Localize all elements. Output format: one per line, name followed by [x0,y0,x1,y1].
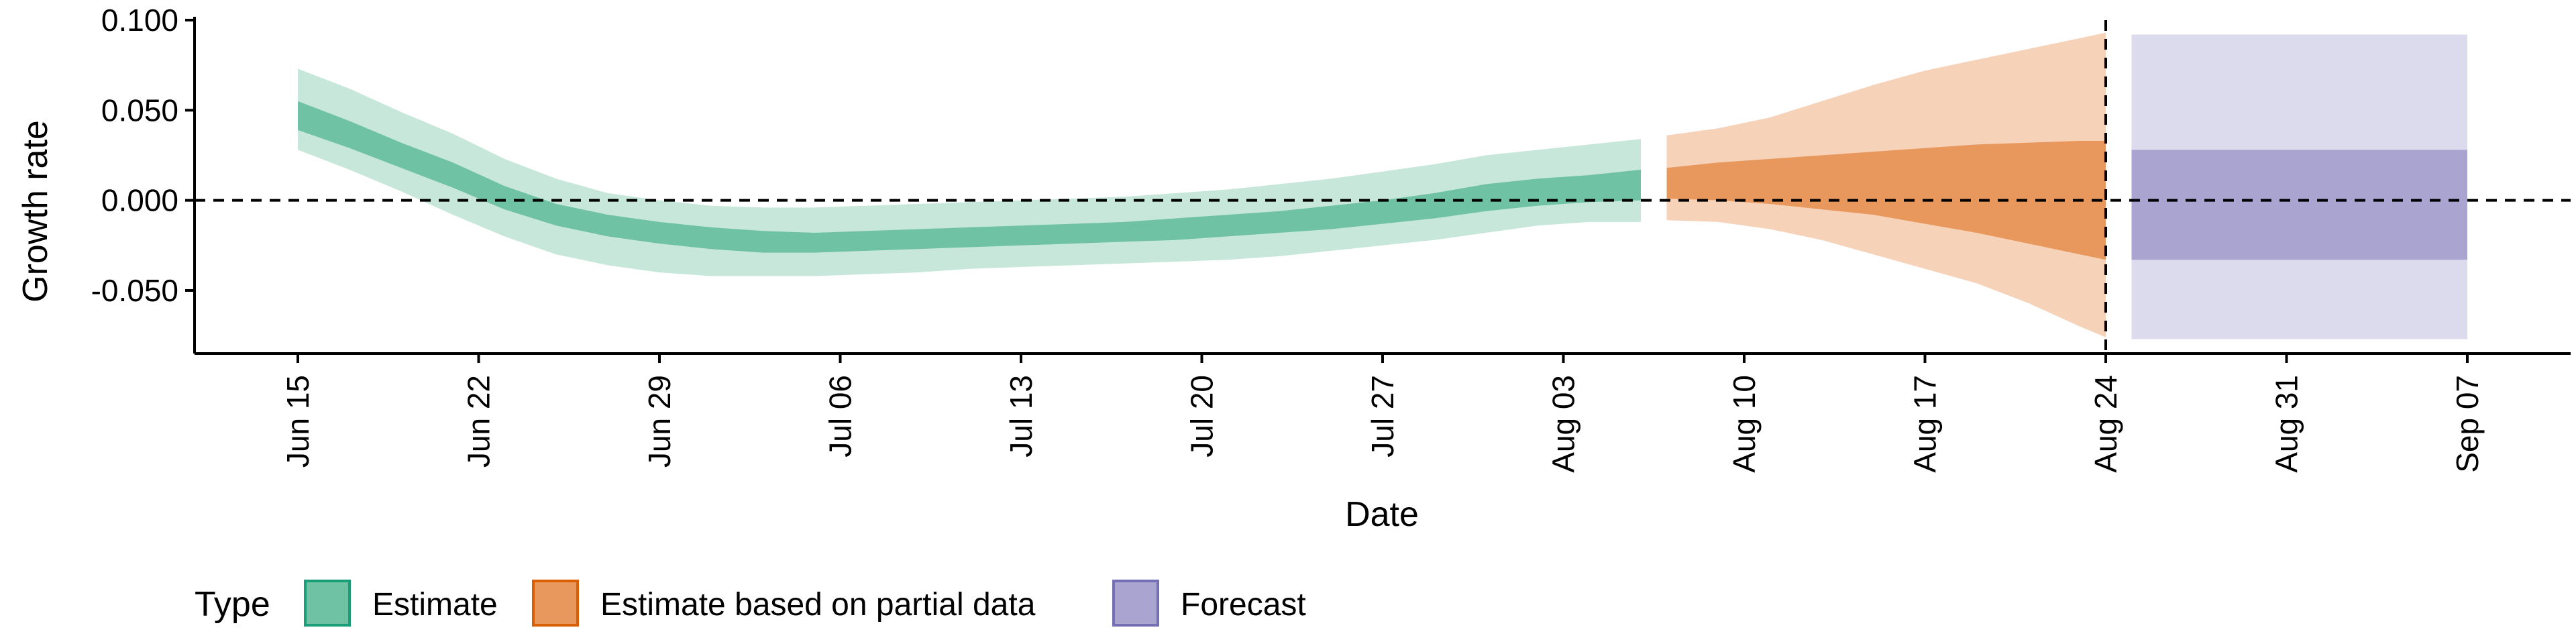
legend-label-forecast: Forecast [1181,587,1306,623]
x-tick-label: Jul 06 [823,375,858,458]
x-tick-label: Jul 20 [1185,375,1220,458]
reference-lines [195,20,2571,354]
legend-swatch-forecast [1112,580,1159,627]
series-estimate-based-on-partial-data [1666,32,2106,337]
y-axis-title: Growth rate [16,120,55,303]
legend-swatch-estimate [304,580,351,627]
x-axis-title: Date [1345,495,1419,534]
axes: 0.100 0.050 0.000 -0.050 Jun 15 Jun 22 Jun 29 J… [91,3,2571,473]
x-tick-label: Aug 31 [2269,375,2304,473]
bands-layer [298,32,2467,339]
x-tick-label: Aug 10 [1727,375,1762,473]
y-tick-label: 0.100 [101,3,178,38]
legend-label-estimate-based-on-partial-data: Estimate based on partial data [600,587,1036,623]
y-tick-label: -0.050 [91,273,178,308]
series-forecast [2131,34,2467,339]
x-tick-label: Aug 03 [1546,375,1581,473]
legend-label-estimate: Estimate [372,587,498,623]
x-tick-label: Sep 07 [2450,375,2485,473]
y-tick-label: 0.050 [101,93,178,127]
legend: Type Estimate Estimate based on partial d… [195,580,1306,627]
forecast-inner-band [2131,150,2467,260]
x-tick-label: Jul 13 [1004,375,1038,458]
series-estimate [298,68,1641,276]
legend-title: Type [195,585,270,624]
x-tick-label: Jun 29 [642,375,677,468]
x-tick-label: Jun 22 [462,375,496,468]
y-tick-label: 0.000 [101,183,178,218]
x-tick-label: Aug 17 [1908,375,1943,473]
x-tick-label: Jun 15 [280,375,315,468]
x-tick-label: Aug 24 [2088,375,2123,473]
estimate-inner-band [298,101,1641,253]
legend-swatch-estimate-based-on-partial-data [532,580,579,627]
x-tick-label: Jul 27 [1365,375,1400,458]
